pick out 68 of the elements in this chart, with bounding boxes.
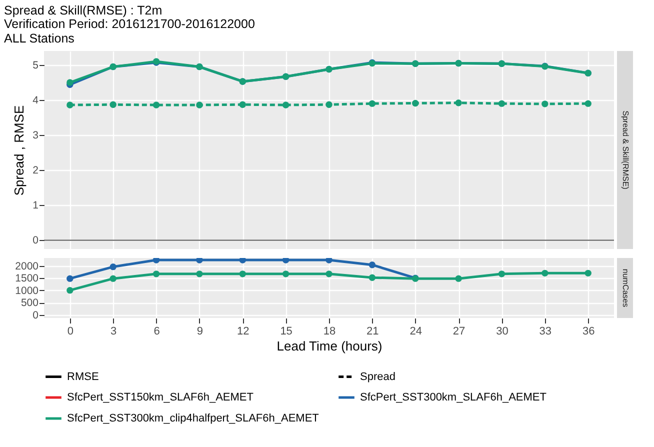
point (239, 101, 246, 108)
x-tick-label: 21 (366, 326, 379, 338)
point (282, 102, 290, 108)
y-tick-label: 3 (32, 130, 39, 142)
x-tick-label: 6 (154, 326, 160, 338)
point (110, 275, 116, 282)
x-axis-title: Lead Time (hours) (276, 338, 382, 354)
y-tick-label: 1 (32, 200, 39, 212)
point (455, 100, 462, 106)
point (239, 270, 246, 278)
point (196, 258, 203, 264)
point (110, 263, 116, 270)
y-axis-title: Spread , RMSE (12, 105, 27, 196)
point (455, 275, 462, 282)
legend-label: Spread (360, 370, 396, 383)
x-tick-label: 12 (237, 326, 250, 338)
x-tick-label: 33 (539, 326, 552, 338)
legend-label: SfcPert_SST300km_clip4halfpert_SLAF6h_AEMET (67, 412, 320, 424)
point (152, 270, 160, 278)
point (66, 275, 74, 282)
x-tick-label: 15 (280, 326, 292, 338)
x-tick-label: 36 (582, 326, 595, 338)
point (326, 270, 332, 278)
point (196, 102, 203, 108)
point (412, 100, 419, 107)
x-tick-label: 18 (323, 326, 336, 338)
y-tick-label: 1000 (15, 284, 39, 297)
x-tick-label: 30 (496, 326, 508, 338)
y-tick-label: 2000 (15, 260, 39, 272)
y-tick-label: 1500 (15, 272, 39, 285)
point (66, 102, 74, 108)
point (196, 270, 203, 278)
text: numCases (621, 268, 630, 308)
x-tick-label: 9 (196, 326, 204, 338)
y-tick-label: 0 (32, 309, 39, 322)
y-tick-label: 4 (32, 94, 39, 107)
point (66, 286, 74, 294)
point (282, 258, 290, 264)
point (584, 270, 592, 277)
point (542, 100, 548, 108)
legend-label: SfcPert_SST300km_SLAF6h_AEMET (360, 392, 547, 404)
point (282, 270, 290, 278)
point (152, 102, 160, 108)
point (498, 270, 506, 278)
y-tick-label: 5 (32, 60, 39, 72)
point (584, 100, 592, 107)
point (542, 270, 548, 277)
point (152, 258, 160, 264)
point (368, 262, 376, 268)
point (368, 100, 376, 107)
y-tick-label: 0 (32, 234, 39, 247)
x-tick-label: 0 (67, 326, 74, 338)
point (110, 101, 116, 108)
chart-subtitle: Verification Period: 2016121700-2016122000 ALL Stations (4, 17, 255, 46)
point (326, 258, 332, 264)
y-tick-label: 500 (20, 297, 39, 310)
x-tick-label: 24 (410, 326, 422, 338)
point (498, 100, 506, 107)
legend-label: RMSE (67, 370, 99, 383)
point (368, 274, 376, 281)
legend-label: SfcPert_SST150km_SLAF6h_AEMET (67, 392, 254, 404)
text: Spread & Skill(RMSE) (621, 110, 630, 190)
y-tick-label: 2 (32, 164, 39, 177)
x-tick-label: 3 (110, 326, 117, 338)
point (239, 258, 246, 264)
x-tick-label: 27 (452, 326, 466, 338)
chart-title: Spread & Skill(RMSE) : T2m (4, 4, 162, 18)
point (326, 101, 332, 108)
